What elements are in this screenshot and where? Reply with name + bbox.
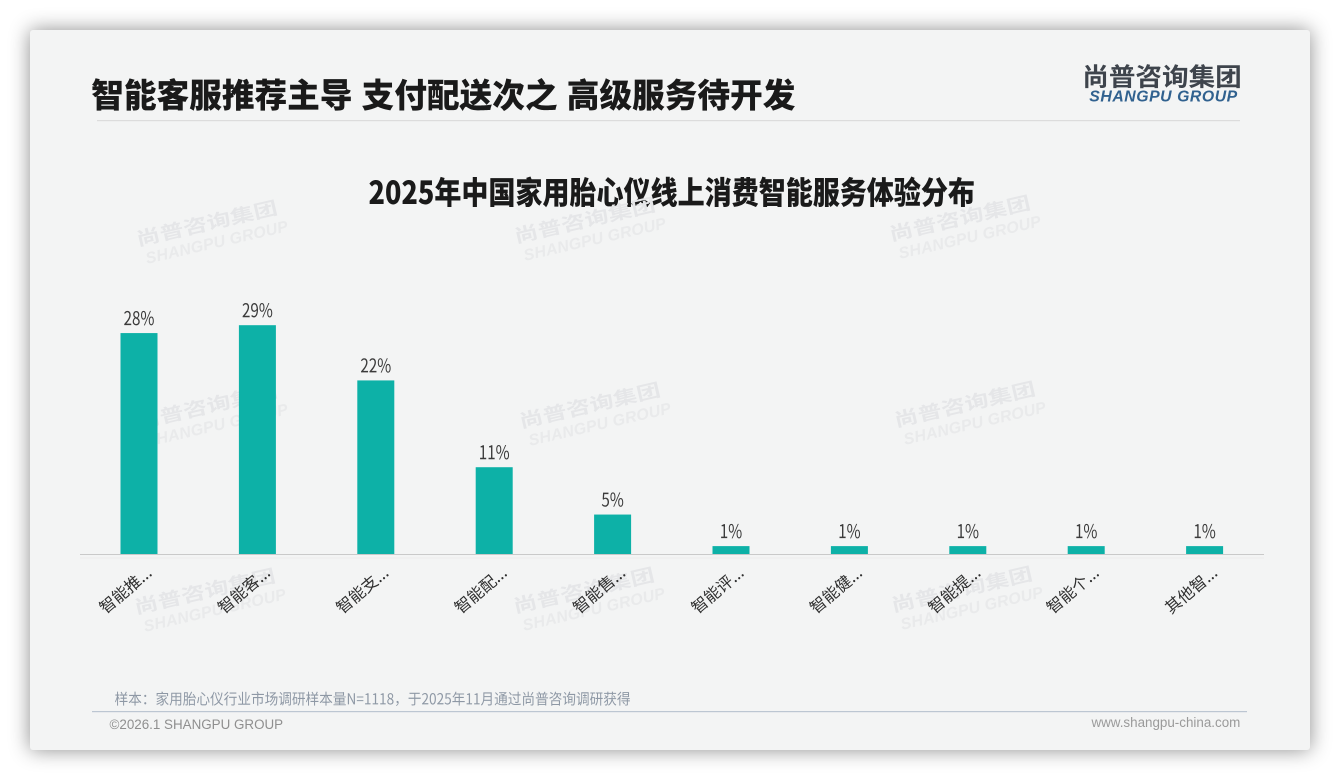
svg-text:www.shangpu-china.com: www.shangpu-china.com: [1090, 715, 1240, 730]
svg-text:©2026.1 SHANGPU GROUP: ©2026.1 SHANGPU GROUP: [110, 717, 284, 732]
svg-text:SHANGPU GROUP: SHANGPU GROUP: [1089, 88, 1237, 105]
